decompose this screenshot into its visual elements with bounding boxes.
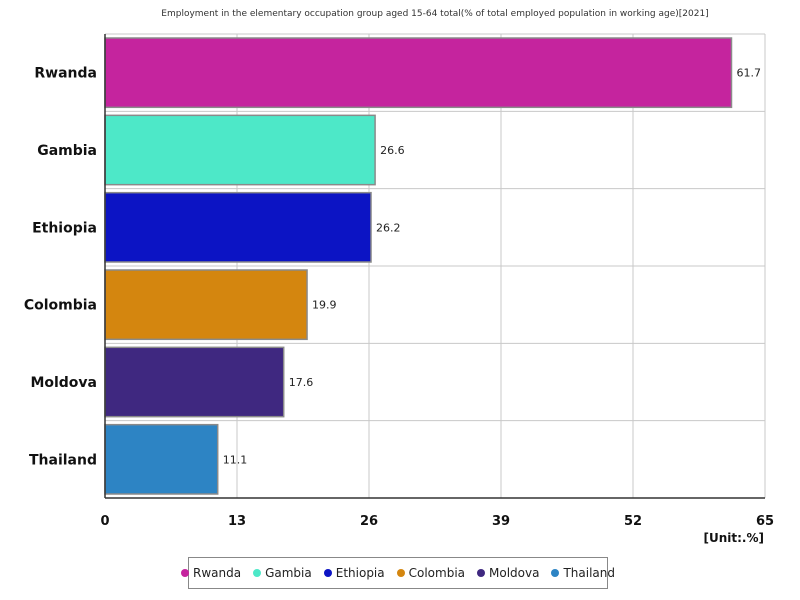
legend-item-gambia[interactable]: Gambia bbox=[253, 566, 312, 580]
legend-item-thailand[interactable]: Thailand bbox=[551, 566, 615, 580]
category-label-thailand: Thailand bbox=[29, 452, 97, 468]
legend-item-moldova[interactable]: Moldova bbox=[477, 566, 539, 580]
legend-label: Rwanda bbox=[193, 566, 242, 580]
unit-label: [Unit:.%] bbox=[704, 531, 765, 545]
legend-item-rwanda[interactable]: Rwanda bbox=[181, 566, 241, 580]
value-label-colombia: 19.9 bbox=[312, 299, 337, 312]
value-label-moldova: 17.6 bbox=[289, 376, 314, 389]
legend-item-colombia[interactable]: Colombia bbox=[396, 566, 466, 580]
bar-ethiopia bbox=[104, 191, 372, 263]
x-tick-label: 26 bbox=[360, 514, 378, 529]
x-tick-label: 0 bbox=[100, 514, 109, 529]
legend-swatch bbox=[323, 569, 332, 577]
category-label-rwanda: Rwanda bbox=[34, 66, 97, 82]
legend-label: Ethiopia bbox=[335, 566, 385, 580]
legend-swatch bbox=[551, 569, 560, 577]
labels: 61.7 Rwanda 26.6 Gambia 26.2 Ethiopia 19.9 Colo… bbox=[24, 66, 774, 529]
chart-title: Employment in the elementary occupation … bbox=[161, 9, 708, 19]
legend-swatch bbox=[253, 569, 262, 577]
axes bbox=[104, 34, 765, 499]
legend-label: Thailand bbox=[563, 566, 616, 580]
category-label-gambia: Gambia bbox=[37, 143, 97, 159]
x-tick-label: 52 bbox=[624, 514, 642, 529]
x-tick-label: 13 bbox=[228, 514, 246, 529]
bar-moldova bbox=[104, 346, 285, 418]
value-label-gambia: 26.6 bbox=[380, 144, 405, 157]
bar-thailand bbox=[104, 423, 219, 495]
legend-item-ethiopia[interactable]: Ethiopia bbox=[323, 566, 385, 580]
legend-swatch bbox=[181, 569, 189, 577]
category-label-ethiopia: Ethiopia bbox=[32, 220, 97, 236]
legend: Rwanda Gambia Ethiopia Colombia Moldova Thail… bbox=[181, 557, 615, 589]
legend-label: Colombia bbox=[408, 566, 466, 580]
legend-label: Gambia bbox=[265, 566, 312, 580]
value-label-ethiopia: 26.2 bbox=[376, 221, 401, 234]
x-tick-label: 65 bbox=[756, 514, 774, 529]
bar-gambia bbox=[104, 114, 376, 186]
legend-label: Moldova bbox=[489, 566, 540, 580]
x-tick-label: 39 bbox=[492, 514, 510, 529]
value-label-rwanda: 61.7 bbox=[736, 67, 761, 80]
value-label-thailand: 11.1 bbox=[223, 453, 248, 466]
category-label-moldova: Moldova bbox=[30, 375, 97, 391]
bars bbox=[104, 37, 733, 495]
bar-rwanda bbox=[104, 37, 733, 109]
legend-swatch bbox=[477, 569, 486, 577]
category-label-colombia: Colombia bbox=[24, 298, 97, 314]
bar-colombia bbox=[104, 269, 308, 341]
legend-swatch bbox=[396, 569, 405, 577]
